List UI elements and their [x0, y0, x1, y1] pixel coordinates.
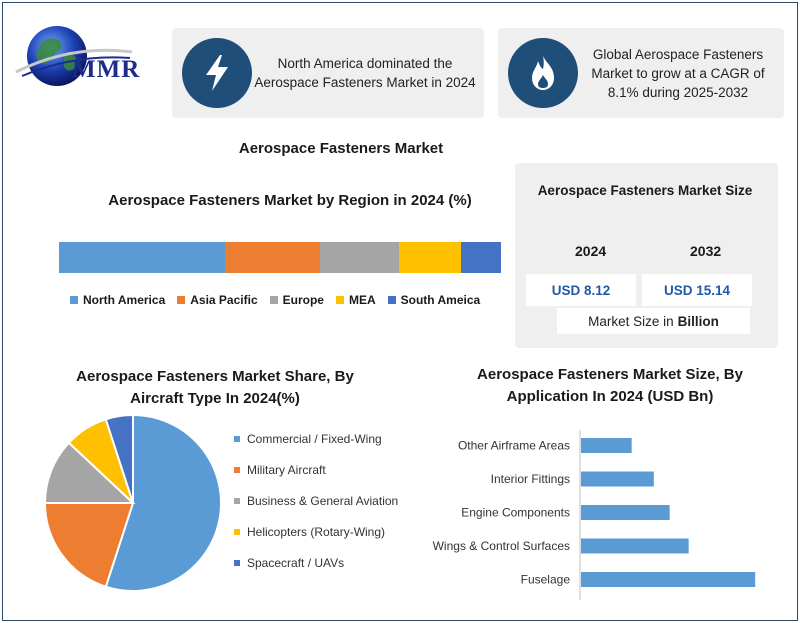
- legend-item-mea: MEA: [335, 293, 376, 307]
- legend-label: Asia Pacific: [190, 293, 258, 307]
- unit-bold: Billion: [677, 313, 719, 329]
- legend-item-spacecraft-uavs: Spacecraft / UAVs: [234, 556, 398, 570]
- legend-swatch: [234, 560, 240, 566]
- legend-item-asia-pacific: Asia Pacific: [177, 293, 258, 307]
- legend-item-commercial-fixed-wing: Commercial / Fixed-Wing: [234, 432, 398, 446]
- legend-label: Business & General Aviation: [247, 494, 399, 508]
- legend-swatch: [177, 296, 186, 304]
- category-label-other-airframe-areas: Other Airframe Areas: [458, 439, 570, 453]
- info-card-cagr: Global Aerospace Fasteners Market to gro…: [498, 28, 784, 118]
- legend-swatch: [269, 296, 278, 304]
- legend-item-business-general-aviation: Business & General Aviation: [234, 494, 398, 508]
- main-title: Aerospace Fasteners Market: [238, 140, 444, 157]
- legend-swatch: [335, 296, 344, 304]
- globe-icon: [15, 26, 133, 86]
- category-label-engine-components: Engine Components: [461, 506, 570, 520]
- legend-item-north-america: North America: [70, 293, 165, 307]
- card-text: North America dominated the Aerospace Fa…: [254, 56, 476, 90]
- legend-swatch: [234, 498, 240, 504]
- unit-prefix: Market Size in: [588, 313, 674, 329]
- legend-label: Spacecraft / UAVs: [247, 556, 345, 570]
- pie-chart-title: Aerospace Fasteners Market Share, By Air…: [76, 368, 354, 407]
- region-legend: North America Asia Pacific Europe MEA South …: [70, 293, 480, 307]
- logo-text: MMR: [72, 56, 141, 83]
- bar-interior-fittings: [581, 471, 654, 487]
- bar-segment-south-ameica: [461, 242, 501, 273]
- legend-label: Commercial / Fixed-Wing: [247, 432, 382, 446]
- category-label-fuselage: Fuselage: [521, 573, 571, 587]
- bar-fuselage: [581, 572, 756, 587]
- bar-segment-north-america: [59, 242, 225, 273]
- application-chart-title: Aerospace Fasteners Market Size, By Appl…: [477, 366, 743, 405]
- bar-segment-asia-pacific: [224, 242, 320, 273]
- legend-label: Europe: [282, 293, 324, 307]
- application-bar-chart: Other Airframe Areas Interior Fittings Eng…: [433, 430, 756, 600]
- value-2024: USD 8.12: [526, 274, 636, 306]
- legend-swatch: [234, 436, 240, 442]
- legend-label: Helicopters (Rotary-Wing): [247, 525, 386, 539]
- legend-item-europe: Europe: [269, 293, 324, 307]
- legend-item-south-ameica: South Ameica: [387, 293, 481, 307]
- legend-swatch: [70, 296, 78, 304]
- legend-label: North America: [83, 293, 166, 307]
- legend-label: South Ameica: [400, 293, 481, 307]
- lightning-icon: [182, 38, 252, 108]
- year-2032-label: 2032: [690, 243, 722, 259]
- legend-swatch: [234, 467, 240, 473]
- year-2024-label: 2024: [575, 243, 607, 259]
- info-card-region: North America dominated the Aerospace Fa…: [172, 28, 484, 118]
- value-2032: USD 15.14: [642, 274, 752, 306]
- legend-label: MEA: [348, 293, 376, 307]
- bar-engine-components: [581, 505, 670, 520]
- legend-item-helicopters-rotary-wing: Helicopters (Rotary-Wing): [234, 525, 398, 539]
- pie-legend: Commercial / Fixed-Wing Military Aircraft…: [234, 432, 398, 570]
- logo: [12, 24, 162, 94]
- unit-label: Market Size in Billion: [557, 308, 750, 334]
- category-label-wings-control-surfaces: Wings & Control Surfaces: [433, 539, 570, 553]
- pie-slice-military-aircraft: [43, 502, 135, 588]
- market-size-title: Aerospace Fasteners Market Size: [537, 183, 753, 198]
- region-stacked-bar: [59, 242, 501, 273]
- pie-slice-spacecraft-uavs: [104, 413, 134, 504]
- pie-slice-business-general-aviation: [43, 441, 136, 504]
- bar-segment-mea: [399, 242, 462, 273]
- legend-label: Military Aircraft: [247, 463, 326, 477]
- bar-wings-control-surfaces: [581, 538, 689, 554]
- legend-item-military-aircraft: Military Aircraft: [234, 463, 398, 477]
- category-label-interior-fittings: Interior Fittings: [491, 472, 570, 486]
- flame-icon: [508, 38, 578, 108]
- aircraft-type-pie-chart: [43, 413, 222, 592]
- pie-slice-commercial-fixed-wing: [104, 413, 222, 592]
- bar-segment-europe: [319, 242, 400, 273]
- card-text: Global Aerospace Fasteners Market to gro…: [591, 46, 765, 100]
- legend-swatch: [387, 296, 396, 304]
- bar-other-airframe-areas: [581, 438, 632, 453]
- legend-swatch: [234, 529, 240, 535]
- region-chart-title: Aerospace Fasteners Market by Region in …: [108, 192, 472, 209]
